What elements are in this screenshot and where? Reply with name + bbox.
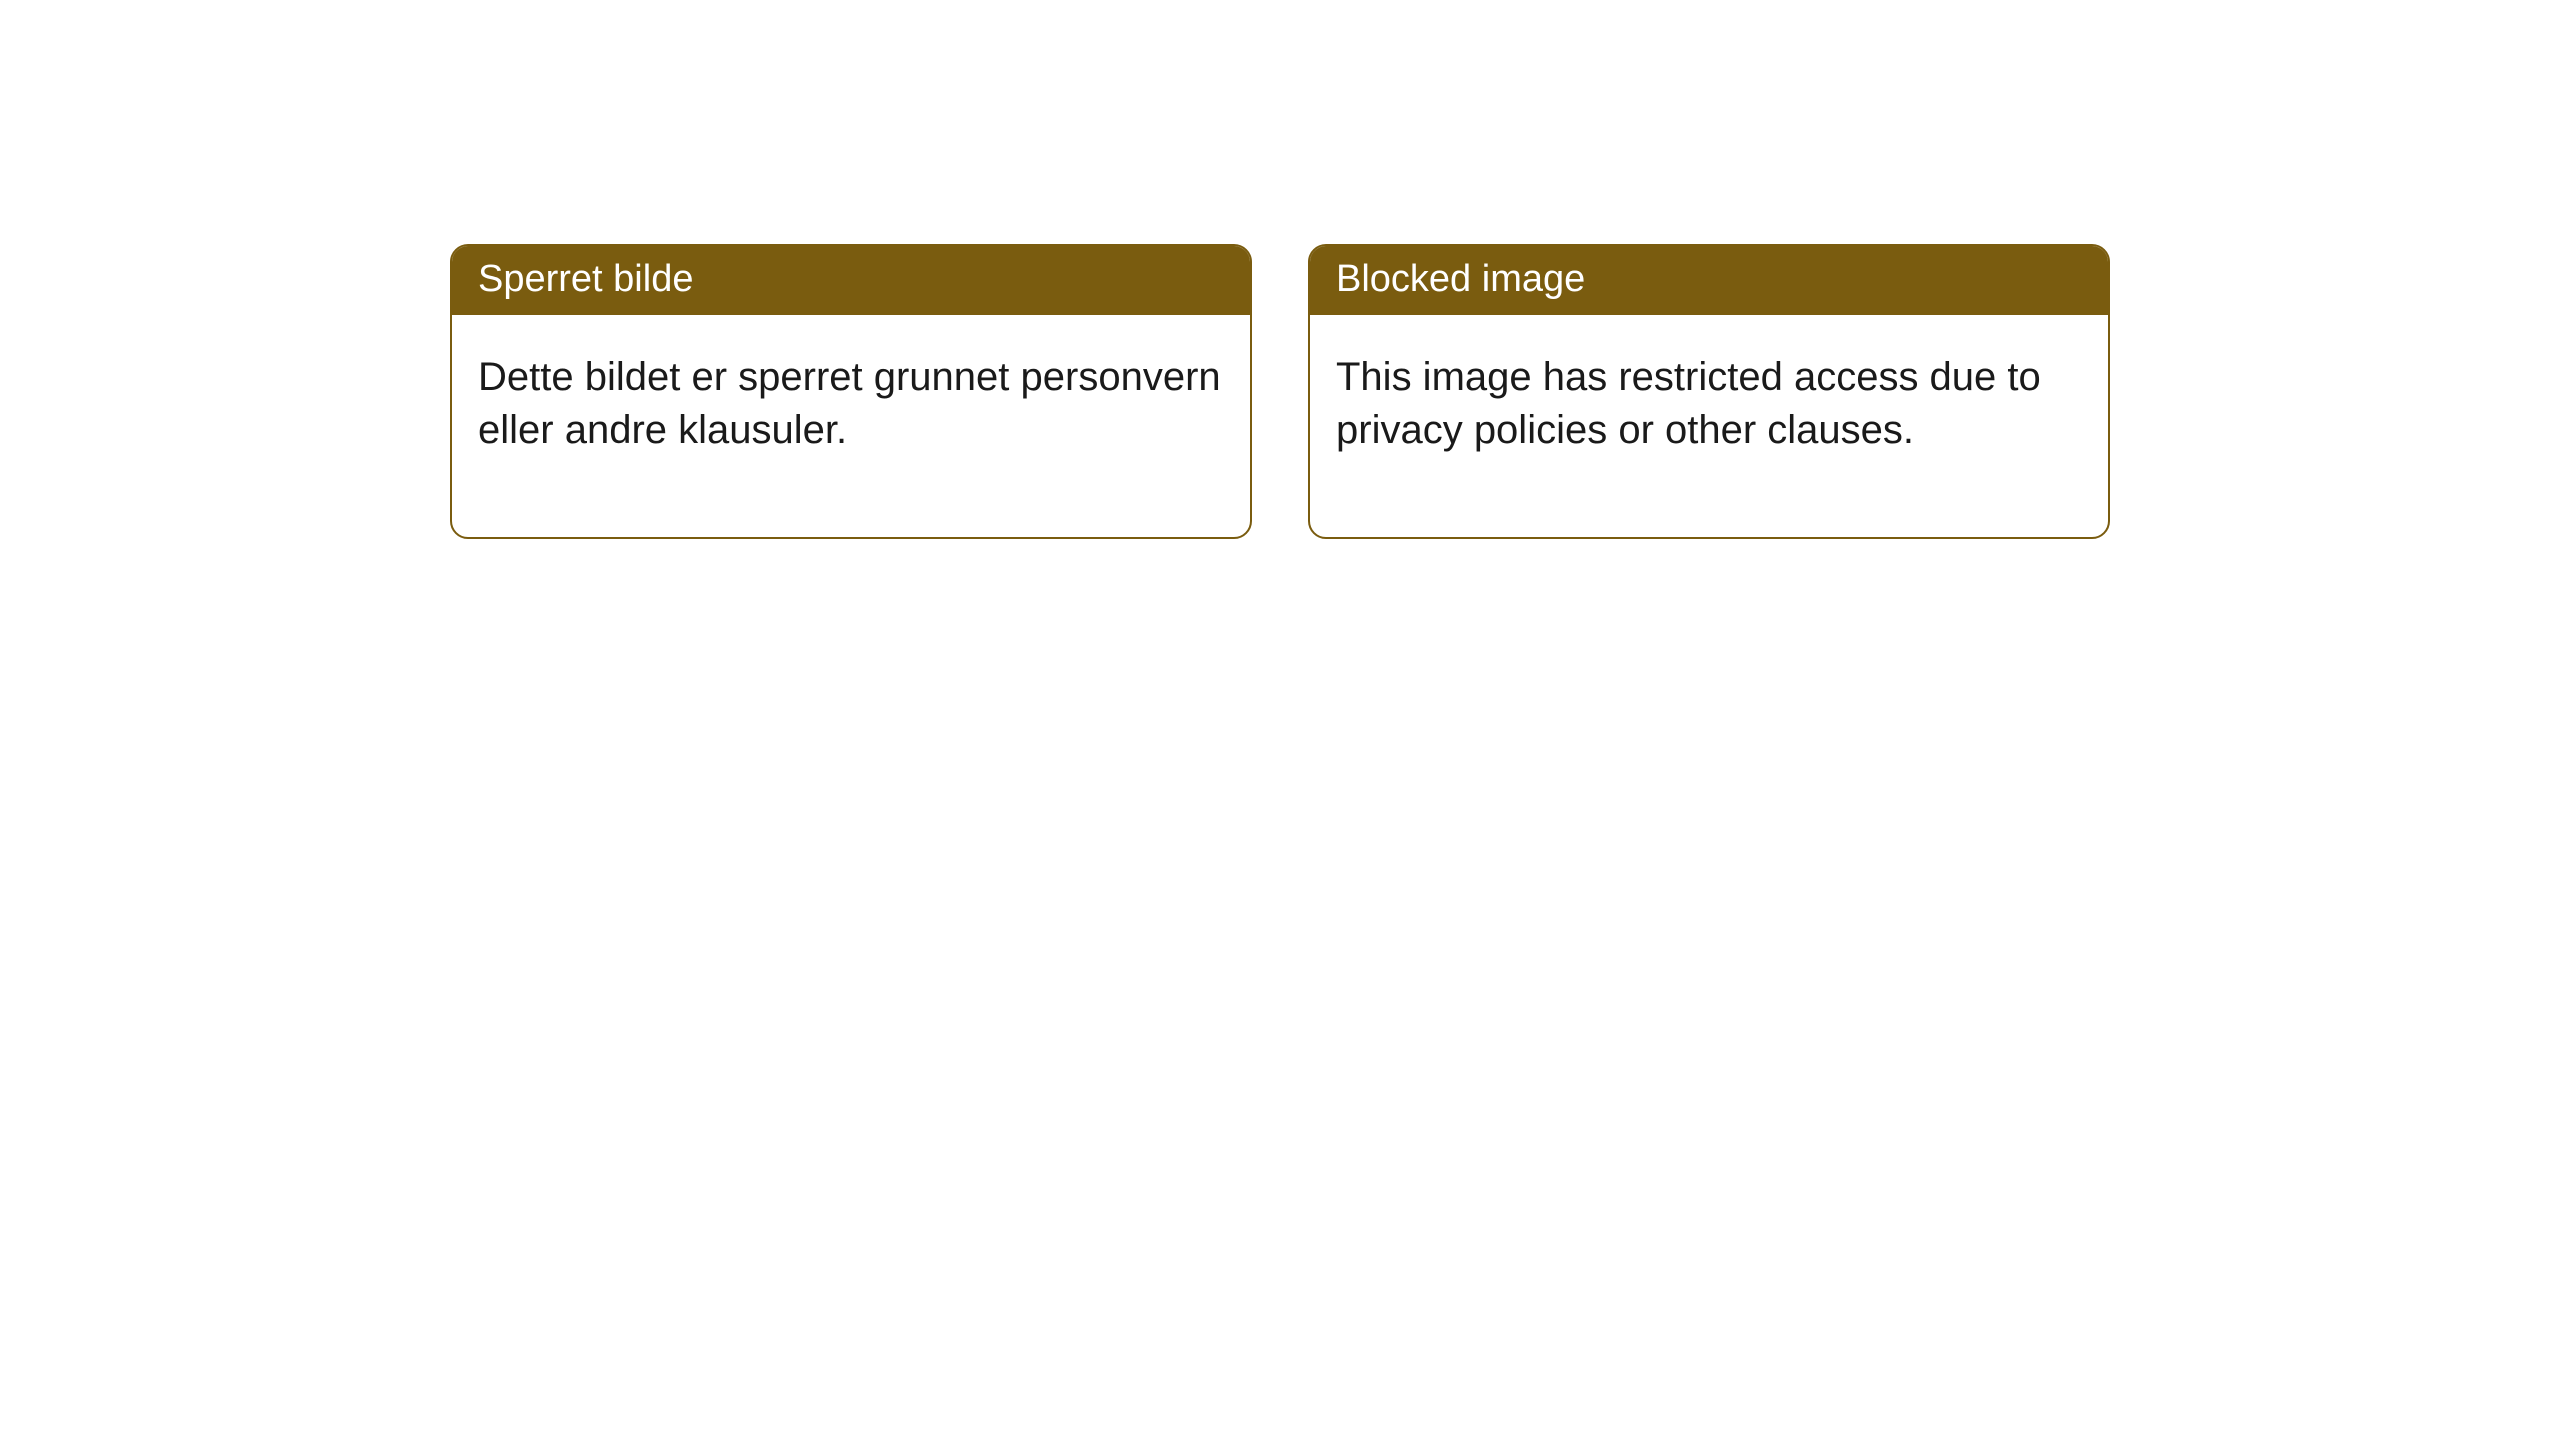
card-body-text: Dette bildet er sperret grunnet personve… <box>478 355 1221 452</box>
card-body-text: This image has restricted access due to … <box>1336 355 2041 452</box>
notice-container: Sperret bilde Dette bildet er sperret gr… <box>450 244 2110 539</box>
card-body: This image has restricted access due to … <box>1310 315 2108 537</box>
card-title: Sperret bilde <box>478 258 693 300</box>
blocked-image-card-no: Sperret bilde Dette bildet er sperret gr… <box>450 244 1252 539</box>
card-title: Blocked image <box>1336 258 1585 300</box>
card-body: Dette bildet er sperret grunnet personve… <box>452 315 1250 537</box>
card-header: Sperret bilde <box>452 246 1250 315</box>
blocked-image-card-en: Blocked image This image has restricted … <box>1308 244 2110 539</box>
card-header: Blocked image <box>1310 246 2108 315</box>
